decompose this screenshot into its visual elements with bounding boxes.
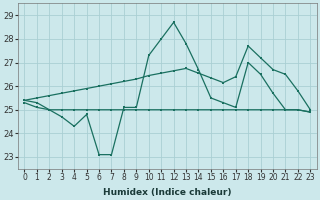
X-axis label: Humidex (Indice chaleur): Humidex (Indice chaleur) (103, 188, 232, 197)
